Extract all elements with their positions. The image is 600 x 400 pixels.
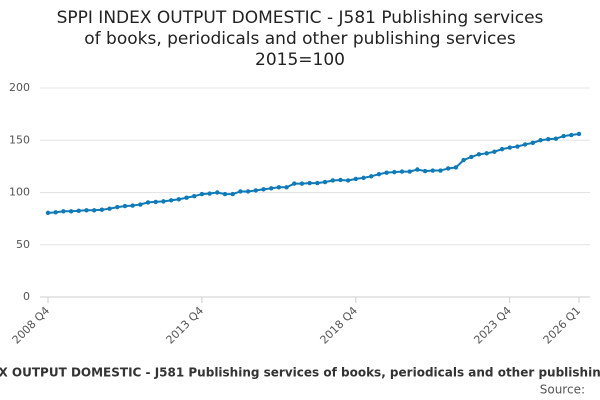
y-tick-label: 50	[16, 238, 30, 251]
point	[215, 190, 220, 195]
point	[61, 209, 66, 214]
point	[207, 191, 212, 196]
point	[99, 207, 105, 212]
point	[569, 132, 574, 138]
chart-title: 2015=100	[255, 50, 345, 70]
point	[84, 208, 89, 213]
point	[138, 202, 143, 207]
point	[168, 198, 174, 203]
source: Source:	[540, 383, 585, 397]
x-tick-label: 2026 Q1	[541, 304, 584, 347]
point	[553, 136, 559, 141]
point	[130, 203, 135, 208]
point	[153, 199, 158, 205]
line	[47, 132, 580, 214]
point	[107, 206, 112, 211]
point	[330, 178, 335, 183]
point	[184, 195, 189, 200]
point	[561, 133, 566, 139]
point	[522, 142, 528, 147]
point	[338, 177, 343, 183]
x-tick-label: 2008 Q4	[10, 304, 53, 347]
point	[145, 200, 151, 205]
point	[422, 168, 428, 174]
point	[376, 172, 382, 177]
point	[192, 193, 197, 199]
point	[453, 165, 459, 170]
point	[507, 145, 512, 150]
point	[315, 180, 320, 186]
point	[392, 169, 397, 175]
point	[476, 152, 482, 157]
y-tick-label: 0	[23, 290, 30, 303]
point	[268, 186, 274, 191]
point	[576, 131, 582, 137]
point	[161, 199, 166, 204]
point	[469, 154, 474, 160]
point	[199, 191, 205, 197]
point	[68, 209, 74, 214]
y-tick-label: 200	[9, 81, 30, 94]
point	[76, 208, 81, 213]
point	[461, 157, 466, 163]
point	[499, 146, 505, 152]
y-tick-label: 100	[9, 186, 30, 199]
point	[384, 170, 389, 175]
point	[238, 189, 243, 194]
point	[361, 175, 366, 181]
point	[230, 191, 235, 197]
point	[399, 169, 405, 174]
point	[322, 179, 328, 185]
point	[299, 181, 305, 186]
point	[353, 176, 359, 182]
point	[307, 180, 312, 186]
point	[176, 197, 182, 202]
point	[445, 166, 451, 171]
point	[484, 151, 489, 156]
point	[515, 144, 520, 149]
point	[530, 140, 536, 146]
point	[369, 174, 374, 179]
point	[45, 210, 51, 216]
point	[438, 168, 443, 173]
x-tick-label: 2013 Q4	[164, 304, 207, 347]
point	[284, 185, 289, 190]
point	[276, 185, 282, 190]
point	[122, 203, 128, 209]
point	[415, 167, 420, 172]
point	[222, 191, 228, 197]
chart-title: SPPI INDEX OUTPUT DOMESTIC - J581 Publis…	[57, 8, 544, 28]
point	[53, 210, 58, 215]
point	[538, 138, 543, 143]
point	[253, 188, 258, 193]
point	[492, 149, 497, 154]
point	[115, 204, 120, 210]
x-tick-label: 2023 Q4	[471, 304, 514, 347]
point	[407, 169, 412, 174]
point	[91, 208, 97, 213]
x-tick-label: 2018 Q4	[318, 304, 361, 347]
chart-title: of books, periodicals and other publishi…	[84, 29, 516, 49]
legend-label: SPPI INDEX OUTPUT DOMESTIC - J581 Publis…	[0, 366, 600, 380]
point	[261, 187, 266, 192]
point	[345, 178, 351, 183]
y-tick-label: 150	[9, 133, 30, 146]
point	[245, 189, 251, 194]
point	[546, 137, 551, 142]
point	[292, 181, 297, 186]
point	[430, 168, 435, 173]
